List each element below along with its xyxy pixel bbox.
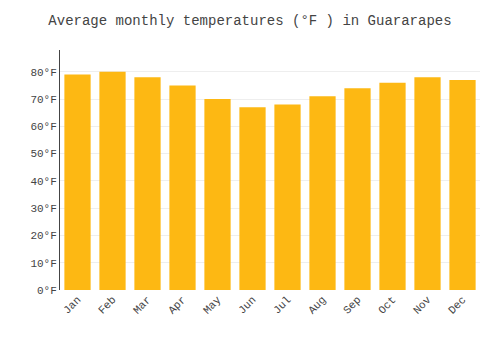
- svg-text:Aug: Aug: [306, 294, 328, 316]
- svg-text:Sep: Sep: [341, 294, 363, 316]
- svg-text:Jul: Jul: [271, 294, 293, 316]
- svg-text:30°F: 30°F: [30, 203, 56, 215]
- svg-text:20°F: 20°F: [30, 230, 56, 242]
- svg-text:70°F: 70°F: [30, 94, 56, 106]
- svg-text:Apr: Apr: [166, 294, 188, 316]
- svg-text:10°F: 10°F: [30, 258, 56, 270]
- svg-text:May: May: [201, 294, 224, 317]
- svg-text:Jun: Jun: [236, 294, 258, 316]
- svg-text:60°F: 60°F: [30, 121, 56, 133]
- svg-text:Mar: Mar: [131, 294, 153, 316]
- svg-text:0°F: 0°F: [37, 285, 57, 297]
- svg-text:Nov: Nov: [411, 294, 434, 317]
- svg-text:Oct: Oct: [376, 294, 398, 316]
- svg-text:80°F: 80°F: [30, 67, 56, 79]
- svg-text:40°F: 40°F: [30, 176, 56, 188]
- svg-text:50°F: 50°F: [30, 148, 56, 160]
- svg-text:Dec: Dec: [446, 294, 468, 316]
- svg-text:Average monthly temperatures (: Average monthly temperatures (°F ) in Gu…: [48, 13, 451, 29]
- svg-text:Feb: Feb: [96, 294, 118, 316]
- svg-text:Jan: Jan: [61, 294, 83, 316]
